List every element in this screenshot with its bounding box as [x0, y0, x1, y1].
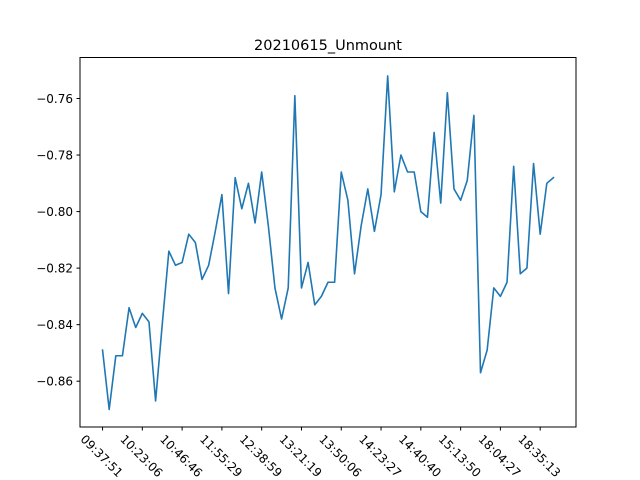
- x-tick-label: 13:21:19: [277, 432, 325, 480]
- x-tick-label: 11:55:29: [197, 432, 245, 480]
- plot-area: [101, 75, 555, 411]
- series-line: [101, 75, 555, 411]
- y-tick-label: −0.82: [36, 262, 73, 276]
- x-tick-label: 10:46:46: [157, 432, 205, 480]
- x-tick-label: 18:04:27: [475, 432, 523, 480]
- x-tick-label: 09:37:51: [78, 432, 126, 480]
- x-tick-label: 14:23:27: [356, 432, 404, 480]
- y-tick-label: −0.84: [36, 318, 73, 332]
- y-tick-label: −0.80: [36, 205, 73, 219]
- chart-title: 20210615_Unmount: [254, 38, 402, 54]
- x-tick-label: 10:23:06: [117, 432, 165, 480]
- y-tick-label: −0.78: [36, 149, 73, 163]
- y-axis: −0.76 −0.78 −0.80 −0.82 −0.84 −0.86: [36, 92, 80, 389]
- x-tick-label: 18:35:13: [515, 432, 563, 480]
- y-tick-label: −0.86: [36, 375, 73, 389]
- x-tick-label: 15:13:50: [436, 432, 484, 480]
- x-tick-label: 14:40:40: [396, 432, 444, 480]
- x-tick-label: 13:50:06: [316, 432, 364, 480]
- y-tick-label: −0.76: [36, 92, 73, 106]
- x-tick-label: 12:38:59: [237, 432, 285, 480]
- x-axis: 09:37:5110:23:0610:46:4611:55:2912:38:59…: [78, 427, 563, 480]
- axes-frame: [79, 57, 577, 428]
